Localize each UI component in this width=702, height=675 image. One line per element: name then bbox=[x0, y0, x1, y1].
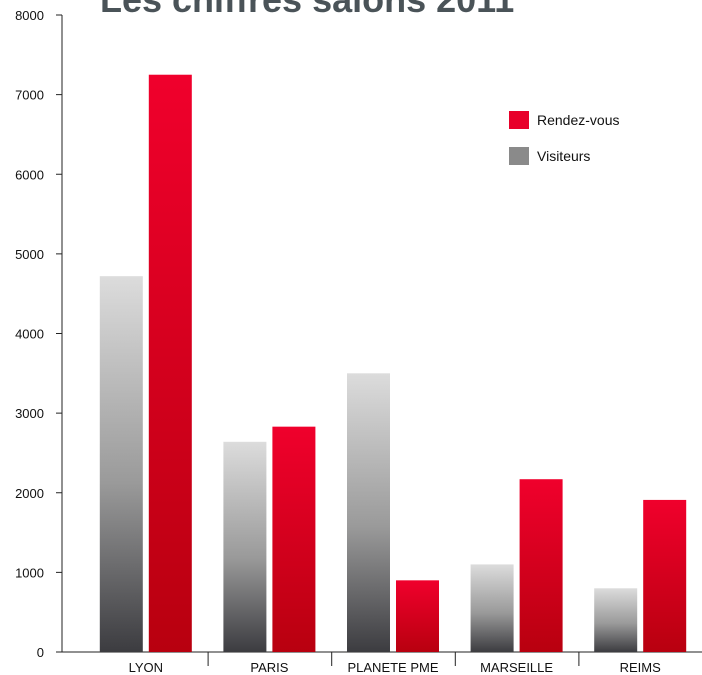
bar-visiteurs-paris bbox=[223, 441, 267, 652]
legend-label-visiteurs: Visiteurs bbox=[537, 148, 590, 164]
bar-rendez-vous-paris bbox=[272, 426, 316, 652]
bar-visiteurs-marseille bbox=[470, 564, 514, 652]
x-tick-label: PARIS bbox=[250, 660, 288, 675]
x-tick-label: MARSEILLE bbox=[480, 660, 553, 675]
bar-rendez-vous-planete-pme bbox=[396, 580, 439, 652]
y-tick-label: 7000 bbox=[15, 88, 44, 103]
legend-label-rendez-vous: Rendez-vous bbox=[537, 112, 620, 128]
x-tick-label: PLANETE PME bbox=[347, 660, 438, 675]
y-tick-label: 6000 bbox=[15, 167, 44, 182]
x-tick-label: REIMS bbox=[620, 660, 662, 675]
bar-visiteurs-planete-pme bbox=[347, 373, 390, 652]
y-tick-label: 1000 bbox=[15, 565, 44, 580]
bar-rendez-vous-reims bbox=[643, 499, 687, 652]
x-tick-label: LYON bbox=[129, 660, 163, 675]
y-tick-label: 8000 bbox=[15, 8, 44, 23]
y-tick-label: 4000 bbox=[15, 327, 44, 342]
y-tick-label: 0 bbox=[37, 645, 44, 660]
chart-title: Les chiffres salons 2011 bbox=[100, 0, 514, 20]
bar-visiteurs-reims bbox=[594, 588, 638, 652]
legend-swatch-visiteurs bbox=[509, 147, 529, 165]
y-tick-label: 2000 bbox=[15, 486, 44, 501]
y-tick-label: 3000 bbox=[15, 406, 44, 421]
bar-rendez-vous-lyon bbox=[148, 74, 192, 652]
bar-visiteurs-lyon bbox=[99, 276, 143, 652]
bar-rendez-vous-marseille bbox=[519, 479, 563, 652]
legend-swatch-rendez-vous bbox=[509, 111, 529, 129]
y-tick-label: 5000 bbox=[15, 247, 44, 262]
